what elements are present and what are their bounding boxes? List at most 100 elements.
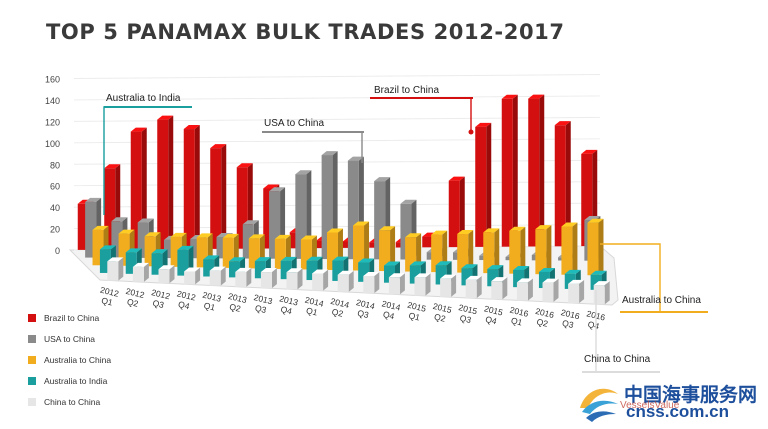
- bar-top: [554, 121, 571, 126]
- y-tick-label: 0: [55, 246, 60, 256]
- bar-side: [399, 273, 405, 295]
- bar: [483, 232, 495, 274]
- y-tick-label: 100: [45, 139, 60, 149]
- bar-top: [593, 281, 610, 286]
- legend-label: Brazil to China: [44, 312, 100, 323]
- bar: [132, 266, 144, 282]
- bar-top: [157, 115, 174, 120]
- bar: [157, 119, 169, 250]
- bar-side: [553, 278, 559, 302]
- bar: [581, 153, 593, 247]
- bar-side: [476, 275, 482, 299]
- callout-label: Brazil to China: [374, 85, 439, 96]
- bar: [383, 265, 395, 283]
- bar-top: [414, 273, 431, 278]
- legend-swatch: [28, 334, 36, 343]
- bar-side: [598, 218, 604, 276]
- bar-top: [130, 127, 147, 132]
- bar-side: [246, 267, 252, 287]
- bar-top: [107, 257, 124, 262]
- x-tick-year: 2013: [202, 290, 223, 304]
- bar-top: [295, 170, 312, 175]
- bar: [501, 98, 513, 247]
- bar-side: [364, 221, 370, 271]
- bar-side: [579, 279, 585, 304]
- x-tick-quarter: Q2: [433, 311, 447, 324]
- bar: [337, 274, 349, 292]
- bar: [593, 285, 605, 305]
- bar-top: [306, 256, 323, 261]
- bar-top: [487, 265, 504, 270]
- bar-top: [274, 234, 291, 239]
- bar: [440, 278, 452, 297]
- bar: [374, 181, 386, 260]
- bar-side: [527, 278, 533, 301]
- bar: [177, 249, 189, 276]
- bar: [236, 167, 248, 249]
- bar-top: [516, 278, 533, 283]
- bar-top: [388, 273, 405, 278]
- bar-top: [158, 265, 175, 270]
- bar: [358, 262, 370, 282]
- bar: [170, 236, 182, 267]
- bar: [229, 261, 241, 278]
- callout-leader: [264, 131, 363, 163]
- gridline: [73, 138, 601, 144]
- bar: [77, 203, 89, 250]
- bar-top: [337, 270, 354, 275]
- bar-side: [604, 281, 610, 305]
- x-tick-quarter: Q2: [228, 301, 242, 314]
- bar: [590, 274, 602, 290]
- bar: [286, 272, 298, 290]
- bar-top: [300, 235, 317, 240]
- x-tick-year: 2013: [253, 292, 274, 306]
- bar: [260, 272, 272, 289]
- bar-top: [363, 271, 380, 276]
- bar-top: [99, 245, 116, 250]
- x-tick-quarter: Q3: [254, 303, 268, 316]
- bar-top: [280, 256, 297, 261]
- bar: [295, 174, 307, 259]
- cnss-watermark: 中国海事服务网 VesselsValue cnss.com.cn: [576, 378, 766, 426]
- x-tick-year: 2015: [458, 302, 479, 316]
- bar: [111, 221, 123, 258]
- bar-top: [177, 245, 194, 250]
- bar: [203, 259, 215, 277]
- bar-top: [513, 265, 530, 270]
- bar: [414, 277, 426, 296]
- bar: [289, 232, 301, 249]
- bar-top: [144, 232, 161, 237]
- bar-top: [483, 228, 500, 233]
- bar: [332, 260, 344, 281]
- bar: [564, 273, 576, 289]
- bar-top: [85, 197, 102, 202]
- bar: [125, 252, 137, 274]
- bar: [280, 260, 292, 280]
- bar: [209, 270, 221, 286]
- bar-top: [528, 94, 545, 99]
- bar: [163, 239, 175, 259]
- bar: [513, 269, 525, 288]
- x-tick-year: 2012: [150, 287, 171, 301]
- bar: [587, 222, 599, 276]
- x-tick-year: 2012: [176, 288, 197, 302]
- bar: [85, 201, 97, 258]
- bar-side: [143, 262, 149, 282]
- bar: [457, 234, 469, 273]
- bar-side: [374, 271, 380, 294]
- bar-top: [111, 217, 128, 222]
- x-tick-year: 2013: [227, 291, 248, 305]
- bar-top: [538, 267, 555, 272]
- bar-top: [92, 225, 109, 230]
- legend-swatch: [28, 355, 36, 364]
- callout-dot: [468, 129, 474, 135]
- x-tick-quarter: Q2: [126, 296, 140, 309]
- legend-label: Australia to India: [44, 375, 108, 386]
- bar-side: [297, 268, 303, 290]
- bar: [528, 98, 540, 247]
- bar-top: [210, 144, 227, 149]
